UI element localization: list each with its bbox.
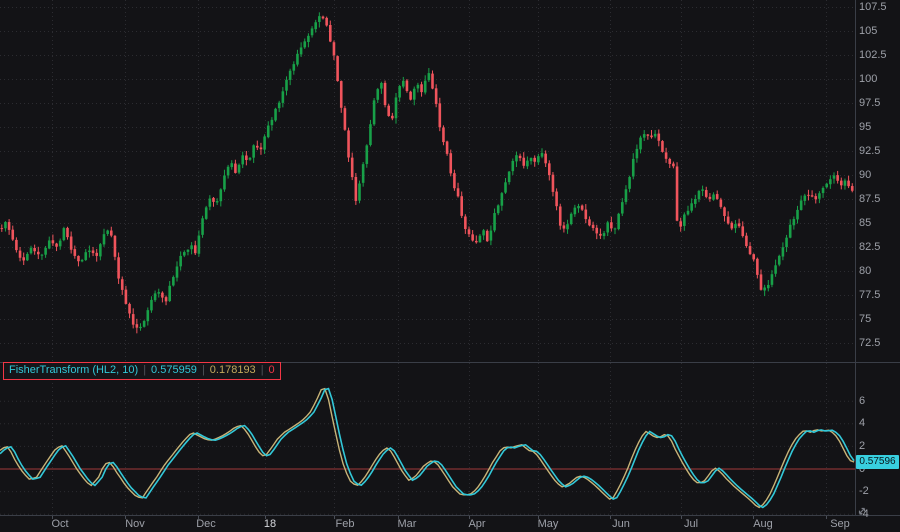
price-tick-label: 80 (859, 265, 872, 277)
time-tick-label: 18 (263, 518, 277, 530)
fisher-line (0, 387, 855, 509)
price-tick-label: 72.5 (859, 337, 881, 349)
indicator-legend[interactable]: FisherTransform (HL2, 10) | 0.575959 | 0.17… (3, 362, 281, 380)
fisher-tick-label: 6 (859, 394, 866, 407)
legend-separator: | (143, 364, 147, 376)
price-tick-label: 87.5 (859, 193, 881, 205)
price-tick-label: 90 (859, 169, 872, 181)
scales-resize-icon[interactable] (856, 505, 868, 517)
time-tick-label: Oct (51, 518, 69, 530)
price-tick-label: 92.5 (859, 145, 881, 157)
indicator-title: FisherTransform (HL2, 10) (9, 364, 139, 376)
price-tick-label: 75 (859, 313, 872, 325)
price-tick-label: 82.5 (859, 241, 881, 253)
legend-separator: | (201, 364, 205, 376)
indicator-value-fisher: 0.575959 (151, 364, 197, 376)
fisher-tick-label: -4 (859, 507, 869, 520)
price-tick-label: 105 (859, 25, 878, 37)
time-axis[interactable] (0, 516, 900, 532)
price-tick-label: 85 (859, 217, 872, 229)
time-tick-label: Jul (683, 518, 699, 530)
time-tick-label: Nov (125, 518, 145, 530)
time-tick-label: Mar (397, 518, 417, 530)
price-tick-label: 77.5 (859, 289, 881, 301)
price-tick-label: 100 (859, 73, 878, 85)
price-tick-label: 107.5 (859, 1, 887, 13)
time-tick-label: Apr (468, 518, 486, 530)
time-tick-label: May (537, 518, 559, 530)
trigger-line (0, 387, 855, 509)
pane-dividers (0, 0, 900, 519)
time-tick-label: Sep (830, 518, 850, 530)
legend-separator: | (260, 364, 264, 376)
fisher-tick-label: 2 (859, 439, 866, 452)
time-tick-label: Jun (612, 518, 630, 530)
price-tick-label: 97.5 (859, 97, 881, 109)
fisher-last-value-badge: 0.57596 (856, 455, 899, 469)
price-tick-label: 102.5 (859, 49, 887, 61)
fisher-tick-label: -2 (859, 485, 869, 498)
fisher-tick-label: 4 (859, 417, 866, 430)
time-tick-label: Dec (196, 518, 216, 530)
indicator-value-level: 0 (268, 364, 275, 376)
grid (0, 0, 855, 515)
price-axis[interactable] (856, 0, 900, 515)
time-tick-label: Feb (335, 518, 355, 530)
indicator-value-trigger: 0.178193 (209, 364, 256, 376)
price-tick-label: 95 (859, 121, 872, 133)
time-tick-label: Aug (753, 518, 773, 530)
candlestick-series (0, 12, 854, 334)
